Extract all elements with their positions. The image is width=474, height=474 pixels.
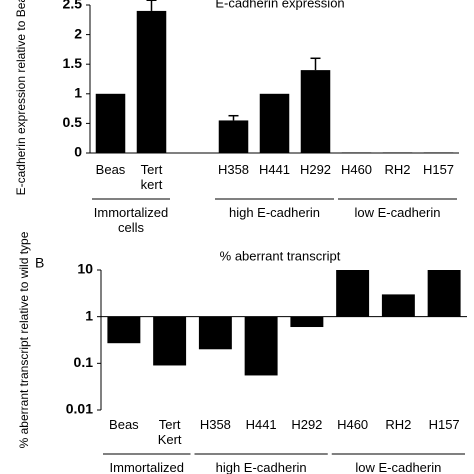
x-tick-label: H157 <box>428 417 460 432</box>
y-axis-label: E-cadherin expression relative to Beas c… <box>14 0 28 195</box>
x-tick-label-box: H358 <box>217 162 250 177</box>
bar <box>244 316 278 376</box>
y-tick-label: 10 <box>77 261 93 277</box>
x-tick-label-box: Beas <box>109 417 139 432</box>
group-label: low E-cadherin <box>355 460 442 474</box>
x-tick-label-box: H157 <box>428 417 460 432</box>
y-tick-label: 2.5 <box>63 0 83 12</box>
group-label-box: low E-cadherin <box>355 460 442 474</box>
y-tick-label: 1 <box>85 307 93 323</box>
chart-title: % aberrant transcript <box>220 248 341 263</box>
bar <box>381 294 415 317</box>
y-tick-label: 0.1 <box>74 354 94 370</box>
bar <box>153 316 187 366</box>
bar <box>107 316 141 344</box>
panel-label: B <box>35 255 44 271</box>
x-tick-label: H292 <box>299 162 332 177</box>
bar <box>423 152 454 154</box>
x-tick-label-box: H441 <box>245 417 277 432</box>
x-tick-label: H358 <box>199 417 231 432</box>
group-label: Immortalized <box>109 460 184 474</box>
bar <box>427 270 461 317</box>
group-label: high E-cadherin <box>215 460 307 474</box>
y-tick-label: 1 <box>74 85 82 101</box>
x-tick-label-box: H292 <box>291 417 323 432</box>
bar <box>198 316 232 350</box>
group-label-box: low E-cadherin <box>354 205 441 220</box>
x-tick-label: RH2 <box>384 162 411 177</box>
bar <box>218 120 249 153</box>
chart-title: E-cadherin expression <box>215 0 344 10</box>
x-tick-label-box: H157 <box>422 162 455 177</box>
group-label-box: high E-cadherin <box>228 205 321 220</box>
x-tick-label-box: Tert kert <box>140 162 163 192</box>
x-tick-label: Tert kert <box>140 162 163 192</box>
x-tick-label: H292 <box>291 417 323 432</box>
x-tick-label-box: H441 <box>258 162 291 177</box>
x-tick-label-box: H292 <box>299 162 332 177</box>
group-label: high E-cadherin <box>228 205 321 220</box>
y-tick-label: 2 <box>74 25 82 41</box>
x-tick-label: H441 <box>245 417 277 432</box>
x-tick-label-box: RH2 <box>384 162 411 177</box>
bar <box>290 316 324 328</box>
x-tick-label: Beas <box>95 162 126 177</box>
x-tick-label: H157 <box>422 162 455 177</box>
x-tick-label-box: H358 <box>199 417 231 432</box>
bar <box>336 270 370 317</box>
group-label-box: high E-cadherin <box>215 460 307 474</box>
y-tick-label: 0.5 <box>63 114 83 130</box>
bar <box>136 10 167 154</box>
x-tick-label-box: H460 <box>337 417 369 432</box>
x-tick-label: RH2 <box>385 417 412 432</box>
x-tick-label-box: RH2 <box>385 417 412 432</box>
group-label-box: Immortalized <box>109 460 184 474</box>
y-tick-label: 1.5 <box>63 55 83 71</box>
group-label: low E-cadherin <box>354 205 441 220</box>
bar <box>95 93 126 153</box>
x-tick-label: H441 <box>258 162 291 177</box>
y-axis-label: % aberrant transcript relative to wild t… <box>17 231 31 448</box>
group-label-box: Immortalized cells <box>93 205 169 235</box>
y-tick-label: 0.01 <box>66 401 93 417</box>
bar <box>341 152 372 154</box>
x-tick-label-box: Tert Kert <box>157 417 182 447</box>
x-tick-label-box: Beas <box>95 162 126 177</box>
bar <box>259 93 290 153</box>
x-tick-label: H460 <box>340 162 373 177</box>
group-label: Immortalized cells <box>93 205 169 235</box>
bar <box>382 152 413 154</box>
x-tick-label: H460 <box>337 417 369 432</box>
bar <box>300 70 331 153</box>
x-tick-label: Beas <box>109 417 139 432</box>
x-tick-label: H358 <box>217 162 250 177</box>
y-tick-label: 0 <box>74 144 82 160</box>
x-tick-label: Tert Kert <box>157 417 182 447</box>
x-tick-label-box: H460 <box>340 162 373 177</box>
